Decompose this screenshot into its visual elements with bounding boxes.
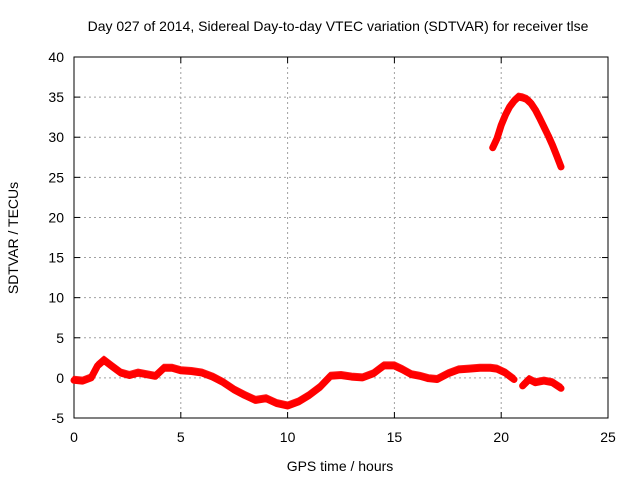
data-point xyxy=(338,373,344,378)
data-point xyxy=(221,380,226,386)
y-tick-label: 25 xyxy=(48,169,64,185)
data-point xyxy=(526,377,532,382)
data-point xyxy=(456,367,461,373)
data-point xyxy=(507,104,513,110)
data-point xyxy=(445,371,451,377)
x-tick-label: 15 xyxy=(387,429,403,445)
y-tick-label: -5 xyxy=(52,410,65,426)
y-tick-label: 0 xyxy=(56,370,64,386)
data-point xyxy=(135,370,141,376)
data-point xyxy=(520,95,526,101)
data-point xyxy=(199,370,205,376)
data-point xyxy=(520,383,526,389)
axis-ticks xyxy=(73,56,609,419)
data-point xyxy=(524,97,530,102)
chart-title: Day 027 of 2014, Sidereal Day-to-day VTE… xyxy=(88,18,589,34)
data-point xyxy=(317,385,323,390)
series-line-3 xyxy=(489,93,565,171)
data-point xyxy=(263,396,269,402)
y-tick-label: 35 xyxy=(48,89,64,105)
x-axis-label: GPS time / hours xyxy=(287,458,394,474)
x-tick-label: 25 xyxy=(600,429,616,445)
data-point xyxy=(537,115,543,121)
x-tick-label: 10 xyxy=(280,429,296,445)
data-point xyxy=(466,366,472,372)
data-point xyxy=(118,370,124,376)
data-point xyxy=(503,112,508,118)
data-point xyxy=(327,373,333,379)
data-point xyxy=(359,375,365,381)
data-point xyxy=(494,366,500,372)
data-point xyxy=(494,136,500,142)
data-point xyxy=(550,380,555,386)
data-point xyxy=(511,98,517,104)
y-tick-label: 20 xyxy=(48,209,64,225)
data-point xyxy=(80,378,85,384)
data-point xyxy=(370,371,376,377)
data-point xyxy=(409,372,414,378)
plot-frame xyxy=(73,56,609,419)
data-point xyxy=(101,357,107,363)
data-point xyxy=(152,373,158,379)
y-tick-label: 30 xyxy=(48,129,64,145)
y-tick-label: 40 xyxy=(48,49,64,65)
data-point xyxy=(511,377,517,382)
data-point xyxy=(178,368,184,374)
data-point xyxy=(295,399,301,405)
data-point xyxy=(488,365,493,371)
data-point xyxy=(434,377,440,382)
y-tick-label: 15 xyxy=(48,250,64,266)
data-point xyxy=(400,367,406,373)
data-point xyxy=(498,122,504,128)
data-point xyxy=(306,393,312,398)
data-point xyxy=(274,401,280,407)
grid-lines xyxy=(74,57,608,418)
data-point xyxy=(558,164,564,170)
data-point xyxy=(169,365,175,371)
data-point xyxy=(477,365,483,371)
data-point xyxy=(532,107,538,113)
data-point xyxy=(558,385,564,391)
data-point xyxy=(532,380,538,386)
y-axis-label: SDTVAR / TECUs xyxy=(5,182,21,294)
data-point xyxy=(545,133,551,139)
x-tick-label: 20 xyxy=(493,429,509,445)
y-tick-label: 5 xyxy=(56,330,64,346)
x-tick-labels: 0 5 10 15 20 25 xyxy=(70,429,616,445)
data-point xyxy=(426,376,432,382)
data-point xyxy=(109,364,115,370)
data-point xyxy=(95,363,100,369)
data-point xyxy=(242,393,248,398)
series-line-1-band xyxy=(72,355,516,405)
data-point xyxy=(189,369,194,374)
data-point xyxy=(550,142,555,148)
data-point xyxy=(391,363,397,369)
data-point xyxy=(71,377,77,383)
data-point xyxy=(88,375,94,381)
x-tick-label: 5 xyxy=(177,429,185,445)
data-point xyxy=(490,145,496,151)
data-point xyxy=(349,374,355,380)
data-point xyxy=(231,387,237,393)
y-tick-labels: -5 0 5 10 15 20 25 30 35 40 xyxy=(48,49,64,426)
data-point xyxy=(144,372,150,378)
data-point xyxy=(417,373,423,379)
data-point xyxy=(515,94,521,100)
data-point xyxy=(381,363,387,369)
data-point xyxy=(554,153,560,159)
data-point xyxy=(210,374,216,380)
x-tick-label: 0 xyxy=(70,429,78,445)
y-tick-label: 10 xyxy=(48,290,64,306)
data-series xyxy=(70,92,565,410)
data-point xyxy=(528,101,534,106)
data-point xyxy=(161,365,167,371)
data-point xyxy=(127,373,132,378)
data-point xyxy=(541,124,547,130)
data-point xyxy=(541,378,547,384)
data-point xyxy=(285,403,291,409)
data-point xyxy=(503,370,508,376)
data-point xyxy=(253,397,259,403)
